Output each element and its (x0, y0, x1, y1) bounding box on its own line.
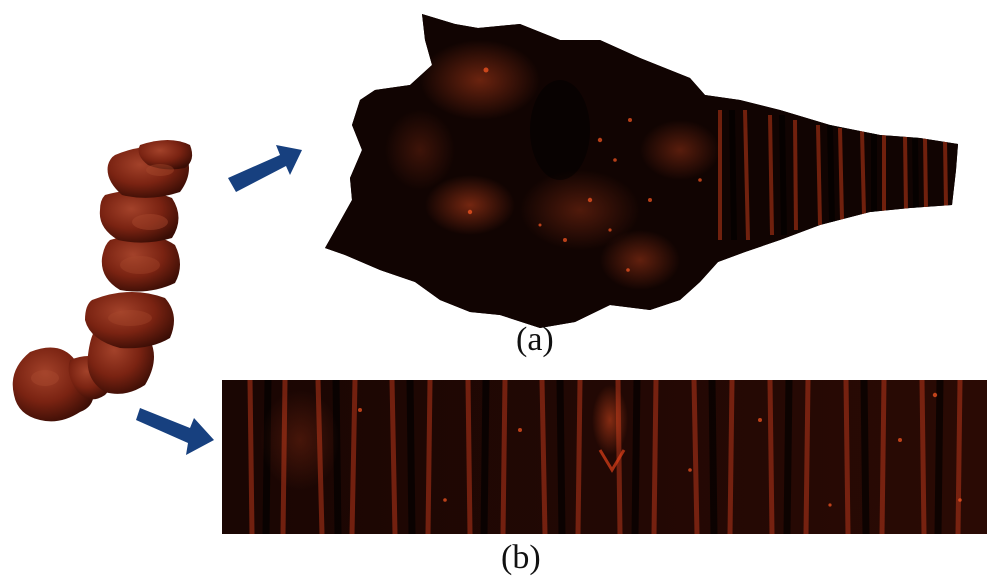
arrow-right-icon (228, 145, 302, 192)
colon-3d-model (12, 140, 193, 422)
flattened-surface-b (222, 380, 987, 534)
caption-a: (a) (516, 321, 554, 358)
caption-b: (b) (501, 539, 541, 576)
arrow-right-icon (136, 408, 214, 455)
flattened-surface-a (325, 14, 958, 328)
